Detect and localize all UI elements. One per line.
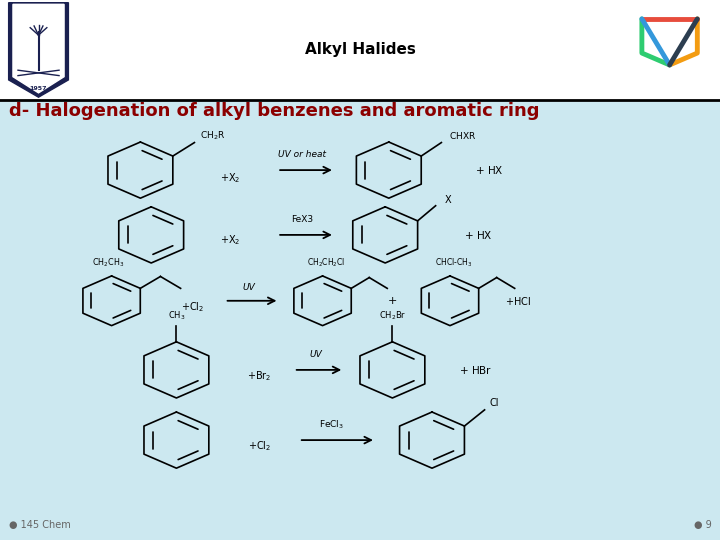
Text: $\mathregular{CHXR}$: $\mathregular{CHXR}$ <box>449 130 477 141</box>
Text: $\mathregular{+ HCl}$: $\mathregular{+ HCl}$ <box>505 295 531 307</box>
Polygon shape <box>13 4 64 93</box>
Text: ● 9: ● 9 <box>693 520 711 530</box>
Text: X: X <box>444 195 451 205</box>
Text: $\mathregular{CH_2CH_2Cl}$: $\mathregular{CH_2CH_2Cl}$ <box>307 256 346 269</box>
Text: $\mathregular{CHCl\text{-}CH_3}$: $\mathregular{CHCl\text{-}CH_3}$ <box>435 256 472 269</box>
Text: d- Halogenation of alkyl benzenes and aromatic ring: d- Halogenation of alkyl benzenes and ar… <box>9 102 539 120</box>
Text: $\mathregular{+ Br_2}$: $\mathregular{+ Br_2}$ <box>247 369 271 383</box>
Text: $\mathregular{+\ HX}$: $\mathregular{+\ HX}$ <box>464 229 493 241</box>
Text: $\mathregular{+ X_2}$: $\mathregular{+ X_2}$ <box>220 233 240 247</box>
Text: UV: UV <box>242 283 255 292</box>
Text: $\mathregular{CH_2Br}$: $\mathregular{CH_2Br}$ <box>379 309 406 322</box>
Text: $\mathregular{+\ HBr}$: $\mathregular{+\ HBr}$ <box>459 364 492 376</box>
Text: $\mathregular{+ X_2}$: $\mathregular{+ X_2}$ <box>220 171 240 185</box>
Text: UV or heat: UV or heat <box>279 151 326 159</box>
Polygon shape <box>9 3 68 97</box>
Text: +: + <box>387 296 397 306</box>
Text: $\mathregular{+ Cl_2}$: $\mathregular{+ Cl_2}$ <box>181 300 204 314</box>
Text: 1957: 1957 <box>30 86 48 91</box>
Text: ● 145 Chem: ● 145 Chem <box>9 520 71 530</box>
Text: $\mathregular{+\ HX}$: $\mathregular{+\ HX}$ <box>475 164 504 176</box>
Text: $\mathregular{CH_2CH_3}$: $\mathregular{CH_2CH_3}$ <box>92 256 124 269</box>
Text: UV: UV <box>309 350 322 359</box>
Text: $\mathregular{CH_2R}$: $\mathregular{CH_2R}$ <box>199 129 225 142</box>
Text: Alkyl Halides: Alkyl Halides <box>305 42 415 57</box>
Text: $\mathregular{CH_3}$: $\mathregular{CH_3}$ <box>168 309 185 322</box>
Text: $\mathregular{+ Cl_2}$: $\mathregular{+ Cl_2}$ <box>248 440 271 454</box>
Bar <box>0 0 720 100</box>
Text: FeX3: FeX3 <box>292 215 313 224</box>
Text: $\mathregular{FeCl_3}$: $\mathregular{FeCl_3}$ <box>319 418 343 431</box>
Text: Cl: Cl <box>490 399 500 408</box>
